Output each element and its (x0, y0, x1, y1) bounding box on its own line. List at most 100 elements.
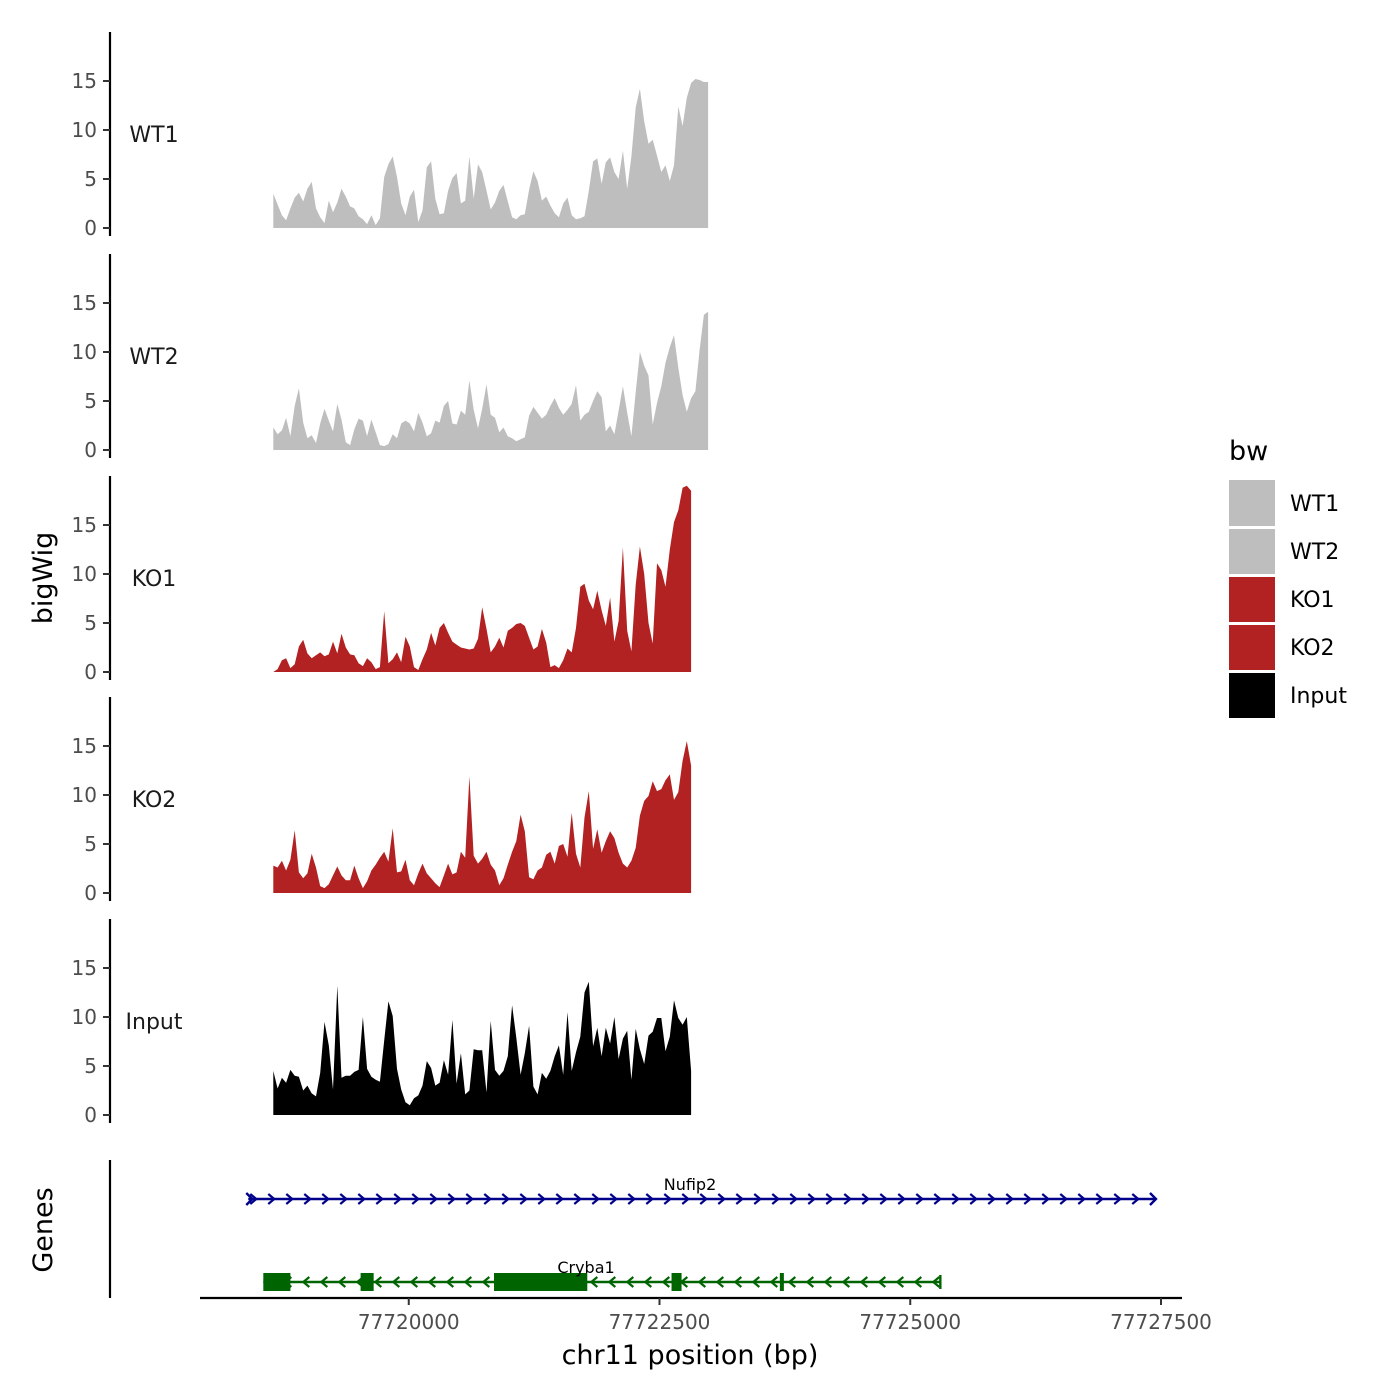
strand-arrow (589, 1276, 599, 1288)
track-wt2: 0 5 10 15 WT2 (72, 254, 709, 462)
bigwig-tracks: 0 5 10 15 WT1 0 5 10 15 WT2 0 5 10 15 KO1 0 5 10 15 KO2 0 5 10… (72, 32, 709, 1127)
panel-label-ko2: KO2 (132, 788, 177, 813)
gene-end-cap (1149, 1192, 1158, 1206)
strand-arrow (249, 1193, 258, 1205)
strand-arrow (861, 1193, 870, 1205)
y-tick-label-ko2-10: 10 (72, 783, 97, 807)
strand-arrow (625, 1276, 635, 1288)
strand-arrow (787, 1276, 797, 1288)
strand-arrow (843, 1193, 852, 1205)
x-tick-label-77725000: 77725000 (859, 1310, 961, 1334)
legend-label-wt1: WT1 (1290, 492, 1339, 517)
gene-track: Nufip2 Cryba1 (108, 1160, 1158, 1298)
gene-name-nufip2: Nufip2 (664, 1175, 717, 1194)
strand-arrow (733, 1276, 743, 1288)
y-tick-label-wt2-5: 5 (84, 389, 97, 413)
area-ko1 (273, 485, 692, 672)
y-tick-label-wt2-0: 0 (84, 438, 97, 462)
y-tick-label-wt2-15: 15 (72, 291, 97, 315)
x-axis: 77720000 77722500 77725000 77727500 (200, 1296, 1212, 1334)
strand-arrow (879, 1193, 888, 1205)
strand-arrow (751, 1276, 761, 1288)
legend-title: bw (1229, 436, 1268, 467)
exon-cryba1-4 (671, 1273, 682, 1291)
track-wt1: 0 5 10 15 WT1 (72, 32, 709, 240)
y-tick-label-input-15: 15 (72, 956, 97, 980)
y-tick-label-ko1-5: 5 (84, 611, 97, 635)
strand-arrow (409, 1276, 419, 1288)
strand-arrow (339, 1193, 348, 1205)
strand-arrow (427, 1276, 437, 1288)
strand-arrow (933, 1193, 942, 1205)
strand-arrow (519, 1193, 528, 1205)
y-tick-label-ko1-0: 0 (84, 660, 97, 684)
strand-arrow (445, 1276, 455, 1288)
y-tick-label-ko2-0: 0 (84, 881, 97, 905)
strand-arrow (825, 1193, 834, 1205)
strand-arrow (807, 1193, 816, 1205)
strand-arrow (643, 1276, 653, 1288)
strand-arrow (805, 1276, 815, 1288)
strand-arrow (789, 1193, 798, 1205)
panel-label-wt2: WT2 (129, 345, 178, 370)
strand-arrow (555, 1193, 564, 1205)
strand-arrow (1023, 1193, 1032, 1205)
legend-label-ko1: KO1 (1290, 588, 1335, 613)
gene-cryba1: Cryba1 (263, 1258, 942, 1291)
strand-arrow (969, 1193, 978, 1205)
x-tick-label-77727500: 77727500 (1110, 1310, 1212, 1334)
panel-label-input: Input (126, 1010, 183, 1035)
strand-arrow (465, 1193, 474, 1205)
legend-label-input: Input (1290, 684, 1347, 709)
strand-arrow (1113, 1193, 1122, 1205)
strand-arrow (481, 1276, 491, 1288)
strand-arrow (285, 1193, 294, 1205)
y-tick-label-wt1-10: 10 (72, 118, 97, 142)
y-axis-title-bigwig: bigWig (28, 532, 59, 625)
gene-nufip2: Nufip2 (245, 1175, 1158, 1206)
x-axis-title: chr11 position (bp) (562, 1340, 819, 1371)
strand-arrow (301, 1276, 311, 1288)
strand-arrow (753, 1193, 762, 1205)
strand-arrow (661, 1276, 671, 1288)
area-input (273, 981, 692, 1115)
strand-arrow (877, 1276, 887, 1288)
strand-arrow (537, 1193, 546, 1205)
y-tick-label-input-5: 5 (84, 1054, 97, 1078)
strand-arrow (715, 1276, 725, 1288)
strand-arrow (591, 1193, 600, 1205)
strand-arrow (429, 1193, 438, 1205)
strand-arrow (1077, 1193, 1086, 1205)
strand-arrow (841, 1276, 851, 1288)
strand-arrow (913, 1276, 923, 1288)
exon-cryba1-1 (263, 1273, 291, 1291)
track-input: 0 5 10 15 Input (72, 919, 692, 1127)
strand-arrow (915, 1193, 924, 1205)
y-tick-label-wt1-5: 5 (84, 167, 97, 191)
strand-arrow (573, 1193, 582, 1205)
y-axis-title-genes: Genes (28, 1187, 59, 1272)
y-tick-label-wt1-0: 0 (84, 216, 97, 240)
strand-arrow (627, 1193, 636, 1205)
strand-arrow (823, 1276, 833, 1288)
area-wt1 (273, 79, 709, 228)
panel-label-ko1: KO1 (132, 567, 177, 592)
strand-arrow (391, 1276, 401, 1288)
gene-start-cap (245, 1192, 254, 1206)
legend-label-ko2: KO2 (1290, 636, 1335, 661)
strand-arrow (321, 1193, 330, 1205)
strand-arrow (771, 1193, 780, 1205)
strand-arrow (447, 1193, 456, 1205)
strand-arrow (681, 1193, 690, 1205)
legend-key-wt2 (1229, 528, 1275, 574)
x-tick-label-77722500: 77722500 (609, 1310, 711, 1334)
exon-cryba1-5 (779, 1273, 784, 1291)
y-tick-label-ko2-5: 5 (84, 832, 97, 856)
strand-arrow (463, 1276, 473, 1288)
y-tick-label-input-10: 10 (72, 1005, 97, 1029)
strand-arrow (357, 1193, 366, 1205)
legend-key-input (1229, 672, 1275, 718)
strand-arrow (501, 1193, 510, 1205)
legend-key-ko1 (1229, 576, 1275, 622)
